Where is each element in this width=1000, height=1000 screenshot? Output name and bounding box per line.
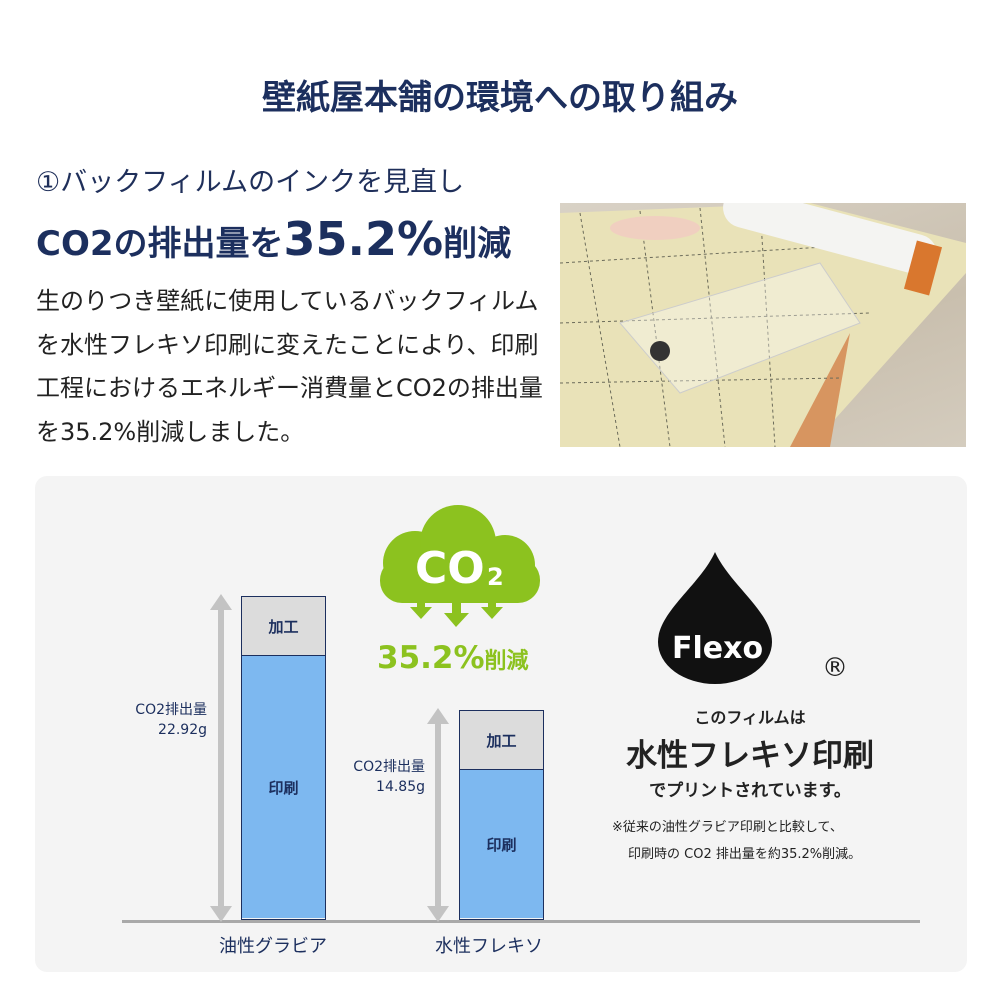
flexo-drop-logo: Flexo: [658, 552, 772, 684]
flexo-line1: このフィルムは: [694, 708, 806, 727]
flexo-line2: 水性フレキソ印刷: [626, 738, 874, 774]
co2-cloud-icon: CO 2: [380, 505, 540, 627]
total-label-prefix: CO2排出量: [135, 702, 207, 718]
section-headline: CO2の排出量を35.2%削減: [36, 212, 511, 266]
wallpaper-roll-illustration: [560, 203, 966, 447]
chart-baseline: [122, 920, 920, 923]
reduction-badge: 35.2%削減: [377, 640, 529, 676]
reduction-value: 35.2%: [377, 640, 485, 676]
cloud-co-text: CO: [415, 543, 485, 594]
total-label-value: 22.92g: [158, 722, 207, 738]
category-label: 油性グラビア: [219, 936, 327, 957]
cloud-sub-text: 2: [487, 563, 504, 591]
registered-mark: ®: [822, 653, 848, 683]
total-label: CO2排出量 14.85g: [315, 757, 425, 797]
section-subheading: ①バックフィルムのインクを見直し: [36, 167, 465, 198]
bar-segment-processing: 加工: [242, 597, 325, 657]
headline-suffix: 削減: [443, 224, 512, 264]
total-label-value: 14.85g: [376, 779, 425, 796]
flexo-logo-text: Flexo: [672, 631, 763, 666]
section-body: 生のりつき壁紙に使用しているバックフィルムを水性フレキソ印刷に変えたことにより、…: [36, 287, 543, 446]
height-arrow-icon: [427, 708, 449, 922]
reduction-suffix: 削減: [484, 649, 529, 674]
height-arrow-icon: [210, 594, 232, 922]
headline-prefix: CO2の排出量を: [36, 224, 284, 264]
bar-segment-printing: 印刷: [242, 656, 325, 918]
flexo-note1: ※従来の油性グラビア印刷と比較して、: [612, 820, 843, 835]
bar-segment-printing: 印刷: [460, 770, 543, 918]
bar-2: 加工 印刷: [459, 710, 544, 920]
total-label: CO2排出量 22.92g: [97, 700, 207, 740]
product-photo: [560, 203, 966, 447]
total-label-prefix: CO2排出量: [353, 759, 425, 776]
headline-value: 35.2%: [283, 212, 444, 266]
category-label: 水性フレキソ: [435, 936, 543, 957]
flexo-note2: 印刷時の CO2 排出量を約35.2%削減。: [628, 847, 862, 862]
bar-segment-processing: 加工: [460, 711, 543, 771]
bar-1: 加工 印刷: [241, 596, 326, 920]
page-title: 壁紙屋本舗の環境への取り組み: [262, 78, 738, 118]
flexo-line3: でプリントされています。: [649, 781, 851, 801]
